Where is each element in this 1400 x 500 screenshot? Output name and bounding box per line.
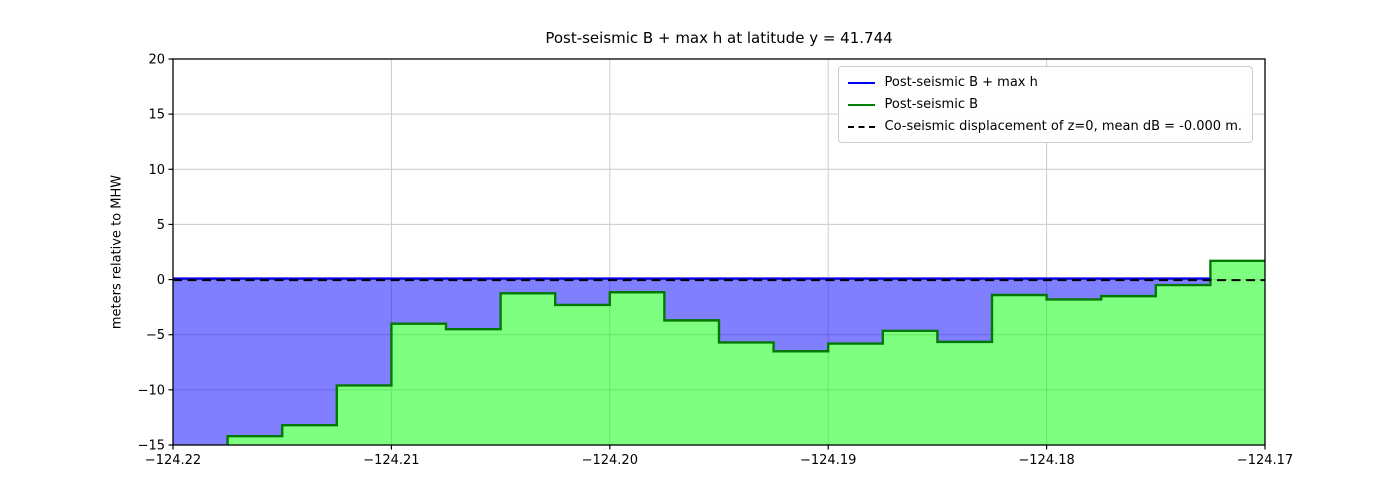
y-tick-label: 20 [148, 53, 165, 68]
legend-label: Post-seismic B [884, 97, 979, 112]
legend-line-swatch-green [847, 103, 875, 106]
x-tick-label: −124.18 [1018, 453, 1074, 468]
legend: Post-seismic B + max h Post-seismic B Co… [837, 66, 1253, 143]
y-tick-label: 10 [148, 163, 165, 178]
legend-label: Co-seismic displacement of z=0, mean dB … [884, 119, 1243, 134]
legend-item-post-seismic-b: Post-seismic B [847, 96, 1243, 113]
y-tick-label: 15 [148, 108, 165, 123]
chart-title: Post-seismic B + max h at latitude y = 4… [545, 29, 893, 47]
legend-label: Post-seismic B + max h [884, 75, 1038, 90]
y-tick-label: 0 [157, 273, 165, 288]
x-tick-label: −124.20 [582, 453, 638, 468]
legend-item-b-plus-maxh: Post-seismic B + max h [847, 74, 1243, 91]
x-tick-label: −124.21 [363, 453, 419, 468]
post-seismic-B-line [226, 259, 1265, 445]
x-tick-label: −124.22 [145, 453, 201, 468]
y-tick-label: −15 [138, 439, 165, 454]
legend-item-coseismic: Co-seismic displacement of z=0, mean dB … [847, 118, 1243, 135]
x-tick-label: −124.19 [800, 453, 856, 468]
y-tick-label: 5 [157, 218, 165, 233]
y-tick-label: −10 [138, 383, 165, 398]
legend-line-swatch-dashed [847, 125, 875, 128]
axes-border [172, 58, 1266, 446]
b-plus-maxh-area [173, 279, 1211, 445]
y-tick-label: −5 [146, 328, 165, 343]
y-axis-label: meters relative to MHW [109, 174, 125, 330]
tick-labels: −124.22 −124.21 −124.20 −124.19 −124.18 −124.… [138, 53, 1294, 468]
legend-line-swatch-blue [847, 81, 875, 84]
tick-marks [168, 58, 1266, 450]
x-tick-label: −124.17 [1237, 453, 1293, 468]
